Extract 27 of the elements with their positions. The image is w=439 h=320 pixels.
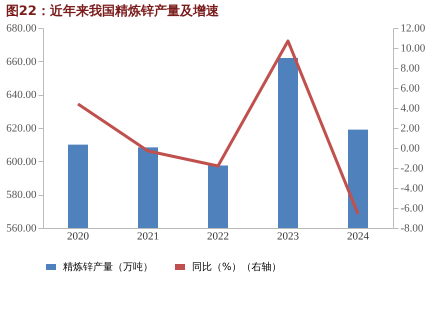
line-series (76, 40, 360, 216)
y-tick-label: 660.00 (6, 56, 37, 68)
y-tick-label: 560.00 (6, 222, 37, 234)
y-tick-label: 580.00 (6, 189, 37, 202)
legend-label: 同比（%）（右轴） (192, 261, 282, 273)
y2-tick-label: -2.00 (400, 162, 424, 174)
y-tick-label: 600.00 (6, 156, 37, 168)
x-tick-label: 2022 (207, 230, 229, 242)
y2-tick-label: 10.00 (400, 42, 426, 54)
x-tick-label: 2023 (277, 230, 300, 242)
y2-tick-label: 0.00 (400, 142, 420, 154)
y2-tick-label: -6.00 (400, 202, 424, 214)
y2-tick-label: 12.00 (400, 22, 426, 34)
chart-title: 图22：近年来我国精炼锌产量及增速 (6, 3, 220, 19)
y-tick-label: 680.00 (6, 22, 37, 34)
y-tick-label: 640.00 (6, 89, 37, 102)
y2-tick-label: 6.00 (400, 82, 420, 94)
x-tick-label: 2021 (137, 230, 159, 242)
x-tick-label: 2024 (347, 230, 370, 242)
x-tick-label: 2020 (67, 230, 90, 242)
y-tick-label: 620.00 (6, 122, 37, 134)
y2-tick-label: 4.00 (400, 102, 420, 114)
legend-label: 精炼锌产量（万吨） (63, 261, 153, 273)
y2-tick-label: -4.00 (400, 182, 424, 194)
y2-tick-label: 2.00 (400, 122, 420, 134)
y2-tick-label: 8.00 (400, 62, 420, 74)
y2-tick-label: -8.00 (400, 222, 424, 234)
